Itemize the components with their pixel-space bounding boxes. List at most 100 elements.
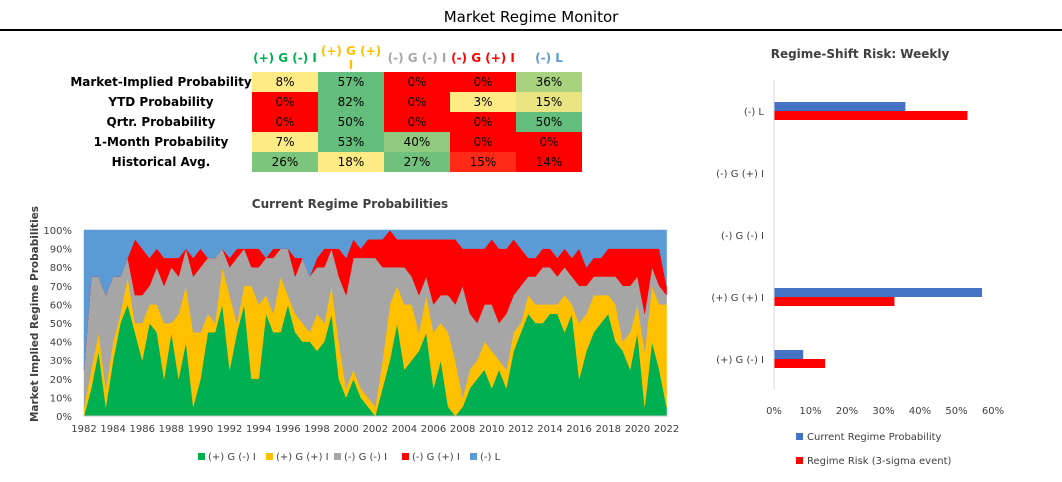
table-cell: 57% — [318, 72, 384, 92]
x-tick-label: 1986 — [130, 424, 155, 435]
bar-chart: (+) G (-) I (+) G (+) I (-) G (-) I (-) G (… — [711, 80, 1004, 467]
table-cell: 0% — [384, 72, 450, 92]
y-tick-label: 40% — [50, 338, 72, 349]
x-tick-label: 1992 — [217, 424, 242, 435]
table-cell: 82% — [318, 92, 384, 112]
table-cell: 26% — [252, 152, 318, 172]
x-tick-label: 2012 — [508, 424, 533, 435]
table-cell: 0% — [252, 112, 318, 132]
row-label: Market-Implied Probability — [70, 75, 252, 89]
table-cell: 50% — [318, 112, 384, 132]
table-row: Historical Avg. 26% 18% 27% 15% 14% — [70, 152, 582, 172]
column-header: (-) L — [535, 51, 563, 65]
table-cell: 0% — [516, 132, 582, 152]
table-cell: 0% — [450, 72, 516, 92]
x-tick-label: 2018 — [596, 424, 621, 435]
table-cell: 14% — [516, 152, 582, 172]
bar-chart-title: Regime-Shift Risk: Weekly — [770, 47, 950, 61]
category-label: (-) L — [744, 107, 765, 118]
y-tick-label: 0% — [56, 412, 72, 423]
legend-swatch — [198, 453, 205, 460]
x-tick-label: 1994 — [246, 424, 271, 435]
bar-x-tick-label: 30% — [872, 406, 894, 417]
x-tick-label: 2014 — [537, 424, 562, 435]
table-cell: 18% — [318, 152, 384, 172]
area-series — [83, 229, 667, 370]
table-cell: 8% — [252, 72, 318, 92]
x-tick-label: 1982 — [71, 424, 96, 435]
y-axis-ticks: 0% 10% 20% 30% 40% 50% 60% 70% 80% 90% 100% — [43, 226, 72, 423]
row-label: 1-Month Probability — [93, 135, 229, 149]
table-cell: 0% — [384, 92, 450, 112]
x-axis-ticks: 1982 1984 1986 1988 1990 1992 1994 1996 1998 2000… — [71, 424, 679, 435]
legend-label: Current Regime Probability — [807, 432, 942, 443]
category-label: (+) G (-) I — [716, 355, 764, 366]
table-row: Market-Implied Probability 8% 57% 0% 0% 36% — [70, 72, 582, 92]
legend-swatch — [796, 433, 803, 440]
y-tick-label: 20% — [50, 375, 72, 386]
row-label: Historical Avg. — [111, 155, 211, 169]
y-tick-label: 60% — [50, 300, 72, 311]
area-layer — [83, 229, 667, 417]
legend-label: Regime Risk (3-sigma event) — [807, 456, 951, 467]
bar-legend: Current Regime Probability Regime Risk (3… — [796, 432, 951, 467]
column-header: (-) G (-) I — [387, 51, 447, 65]
bar-category-labels: (+) G (-) I (+) G (+) I (-) G (-) I (-) G (… — [711, 107, 764, 366]
legend-label: (-) G (+) I — [412, 452, 460, 463]
bar-x-tick-label: 60% — [982, 406, 1004, 417]
area-legend: (+) G (-) I (+) G (+) I (-) G (-) I (-) G (… — [198, 452, 501, 463]
table-cell: 40% — [384, 132, 450, 152]
table-cell: 27% — [384, 152, 450, 172]
x-tick-label: 2002 — [363, 424, 388, 435]
x-tick-label: 2010 — [479, 424, 504, 435]
x-tick-label: 1988 — [159, 424, 184, 435]
x-tick-label: 1990 — [188, 424, 213, 435]
legend-label: (-) G (-) I — [344, 452, 387, 463]
bar-x-tick-label: 0% — [766, 406, 782, 417]
table-cell: 15% — [450, 152, 516, 172]
y-tick-label: 90% — [50, 245, 72, 256]
bar — [774, 297, 895, 306]
category-label: (+) G (+) I — [711, 293, 764, 304]
y-axis-label: Market Implied Regime Probabilities — [29, 206, 41, 422]
y-tick-label: 10% — [50, 393, 72, 404]
bar — [774, 288, 983, 297]
bar — [774, 350, 804, 359]
legend-label: (-) L — [480, 452, 501, 463]
x-tick-label: 2020 — [625, 424, 650, 435]
table-cell: 0% — [384, 112, 450, 132]
x-tick-label: 1998 — [304, 424, 329, 435]
bar — [774, 111, 968, 120]
table-cell: 50% — [516, 112, 582, 132]
title-divider — [0, 29, 1062, 31]
table-cell: 0% — [450, 112, 516, 132]
bar — [774, 102, 906, 111]
table-row: Qrtr. Probability 0% 50% 0% 0% 50% — [70, 112, 582, 132]
page-title: Market Regime Monitor — [443, 8, 619, 26]
category-label: (-) G (-) I — [721, 231, 764, 242]
table-cell: 53% — [318, 132, 384, 152]
table-cell: 15% — [516, 92, 582, 112]
bar-x-tick-label: 20% — [836, 406, 858, 417]
table-cell: 3% — [450, 92, 516, 112]
legend-swatch — [334, 453, 341, 460]
x-tick-label: 2000 — [333, 424, 358, 435]
table-row: 1-Month Probability 7% 53% 40% 0% 0% — [70, 132, 582, 152]
y-tick-label: 80% — [50, 263, 72, 274]
y-tick-label: 30% — [50, 356, 72, 367]
legend-label: (+) G (+) I — [276, 452, 329, 463]
legend-swatch — [470, 453, 477, 460]
bar-x-tick-label: 50% — [945, 406, 967, 417]
legend-label: (+) G (-) I — [208, 452, 256, 463]
area-chart-title: Current Regime Probabilities — [251, 197, 449, 211]
column-header: (+) G (+) I — [320, 44, 382, 72]
column-header: (-) G (+) I — [451, 51, 515, 65]
x-tick-label: 2004 — [392, 424, 417, 435]
table-cell: 0% — [252, 92, 318, 112]
table-header-row: (+) G (-) I (+) G (+) I (-) G (-) I (-) … — [70, 44, 582, 72]
table-body: Market-Implied Probability 8% 57% 0% 0% 36% YT… — [70, 72, 582, 172]
table-corner — [70, 44, 252, 72]
bar — [774, 359, 826, 368]
x-tick-label: 2022 — [654, 424, 679, 435]
x-tick-label: 2016 — [566, 424, 591, 435]
